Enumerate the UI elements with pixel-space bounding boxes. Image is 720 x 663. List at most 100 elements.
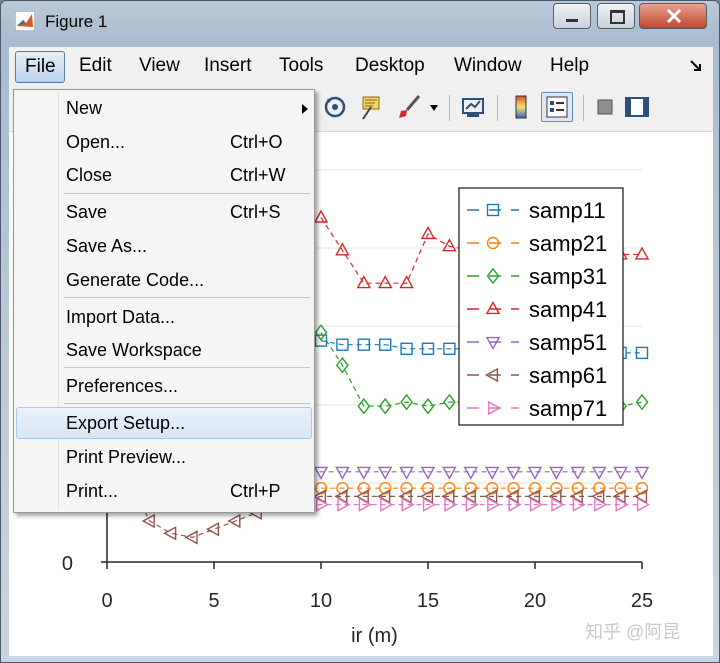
data-point [380,497,394,512]
data-point [615,497,629,512]
maximize-button[interactable] [597,3,635,29]
data-point [443,482,456,495]
data-point [420,225,436,240]
data-point [378,397,392,415]
data-point [357,397,371,415]
data-point [400,482,413,495]
data-point [462,489,476,504]
show-plot-tools-icon[interactable] [623,93,651,121]
data-point [357,338,370,351]
data-point [312,489,327,504]
menu-item-preferences[interactable]: Preferences... [66,376,179,396]
data-point [399,466,414,480]
window-title: Figure 1 [45,12,108,31]
menu-item-new[interactable]: New [16,92,312,124]
menu-gutter [58,92,59,510]
data-point [485,336,501,351]
data-point [506,466,521,480]
x-axis-label: ir (m) [351,625,398,647]
legend-entry[interactable]: samp31 [467,264,607,289]
rotate-3d-icon[interactable] [321,93,349,121]
menu-insert[interactable]: Insert [204,55,252,76]
legend-box[interactable] [458,187,624,426]
title-bar[interactable]: Figure 1 [1,1,719,43]
data-point [421,482,435,495]
menu-item-print-preview[interactable]: Print Preview... [66,447,187,467]
data-point [591,466,607,480]
legend-label: samp41 [529,297,607,322]
menu-item-close[interactable]: Close Ctrl+W [66,165,286,185]
data-point [551,497,565,512]
legend-label: samp11 [529,198,606,223]
data-point [593,482,606,495]
chevron-down-icon[interactable] [429,105,439,111]
menu-file[interactable]: File [15,51,65,83]
dock-arrow-icon[interactable] [689,59,703,73]
colorbar-icon[interactable] [507,93,535,121]
data-point [141,513,155,529]
toolbar-separator [449,95,450,121]
menu-separator [64,193,310,194]
data-point [379,338,392,351]
data-point [486,236,500,250]
data-point [205,521,220,537]
data-point [313,466,329,480]
x-tick-label: 20 [524,590,546,612]
data-point [635,482,649,495]
data-point [399,275,414,289]
menu-item-print[interactable]: Print... Ctrl+P [66,481,281,501]
hide-plot-tools-icon[interactable] [591,93,619,121]
data-point [442,466,457,480]
menu-help[interactable]: Help [550,55,590,76]
data-point [421,397,435,415]
data-point [163,526,177,541]
data-point [422,497,437,512]
legend-entry[interactable]: samp41 [467,297,607,322]
data-point [420,466,436,480]
legend-entry[interactable]: samp21 [467,231,607,256]
data-point [465,497,479,512]
menu-item-export-setup[interactable]: Export Setup... [16,407,312,439]
data-point [444,497,458,512]
link-plot-icon[interactable] [459,93,487,121]
data-point [313,209,329,223]
data-point [463,466,479,480]
brush-icon[interactable] [395,93,423,121]
x-tick-label: 25 [631,590,653,612]
menu-edit[interactable]: Edit [79,55,112,76]
menu-view[interactable]: View [139,55,180,76]
data-point [486,203,500,217]
data-point [550,482,563,495]
menu-item-open[interactable]: Open... Ctrl+O [66,132,283,152]
legend-label: samp21 [529,231,607,256]
data-point [379,482,392,495]
data-point [591,489,605,504]
data-point [527,466,543,480]
legend-button[interactable] [541,92,573,122]
menu-item-import-data[interactable]: Import Data... [66,307,176,327]
data-cursor-icon[interactable] [357,93,385,121]
menu-desktop[interactable]: Desktop [355,55,425,76]
minimize-button[interactable] [553,3,591,29]
menu-window[interactable]: Window [454,55,522,76]
close-window-button[interactable] [639,3,707,29]
menu-item-generate-code[interactable]: Generate Code... [66,270,205,290]
menu-item-save-as[interactable]: Save As... [66,236,148,256]
menu-item-save-workspace[interactable]: Save Workspace [66,340,202,360]
data-point [421,342,435,356]
legend-entry[interactable]: samp11 [467,198,606,223]
legend-entry[interactable]: samp51 [467,330,607,355]
x-tick-label: 5 [208,590,219,612]
data-point [377,275,393,289]
data-point [612,489,626,504]
menu-tools[interactable]: Tools [279,55,324,76]
menu-item-save[interactable]: Save Ctrl+S [66,202,281,222]
maximize-icon [610,10,625,24]
data-point [355,489,369,504]
legend-entry[interactable]: samp71 [467,396,607,421]
data-point [635,346,649,360]
legend-entry[interactable]: samp61 [467,363,607,388]
legend-label: samp51 [529,330,607,355]
data-point [548,489,562,504]
toolbar-separator [497,95,498,121]
